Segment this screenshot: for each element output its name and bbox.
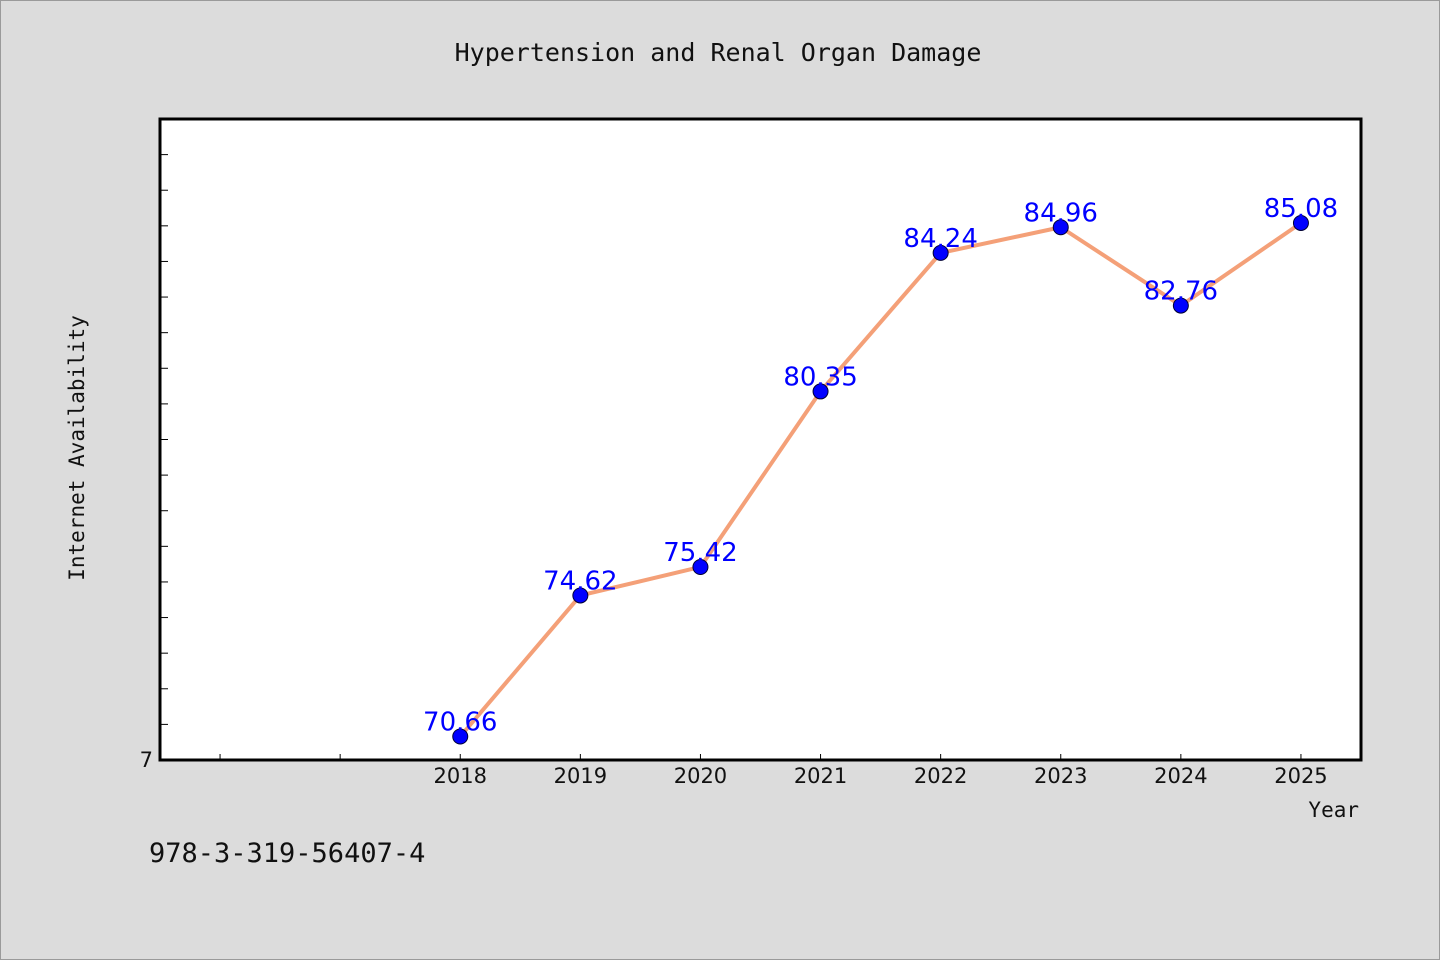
data-point [932, 244, 949, 261]
data-label: 82.76 [1144, 277, 1218, 307]
plot-area [158, 117, 1363, 762]
data-point [692, 558, 709, 575]
y-tick-label: 7 [140, 748, 153, 772]
data-label: 75.42 [663, 538, 737, 568]
data-label: 70.66 [423, 707, 497, 737]
x-axis-tick-labels: 2018 2019 2020 2021 2022 2023 2024 2025 [434, 764, 1328, 788]
y-axis-label: Internet Availability [65, 315, 89, 581]
data-markers [452, 214, 1309, 745]
data-label: 85.08 [1264, 194, 1338, 224]
x-tick-label: 2020 [674, 764, 727, 788]
chart-title: Hypertension and Renal Organ Damage [455, 38, 982, 67]
data-label: 80.35 [783, 362, 857, 392]
x-tick-label: 2021 [794, 764, 847, 788]
data-point [572, 587, 589, 604]
data-point [1292, 214, 1309, 231]
x-tick-label: 2018 [434, 764, 487, 788]
series-line [458, 220, 1303, 739]
x-tick-label: 2019 [554, 764, 607, 788]
x-axis-ticks [219, 754, 1302, 760]
series-lines [458, 220, 1303, 739]
footer-identifier: 978-3-319-56407-4 [149, 838, 425, 869]
data-labels: 70.66 74.62 75.42 80.35 84.24 84.96 82.76 85.08 [423, 194, 1338, 738]
x-tick-label: 2025 [1274, 764, 1327, 788]
data-point [1052, 219, 1069, 236]
data-label: 84.24 [903, 224, 977, 254]
data-point [812, 383, 829, 400]
x-tick-label: 2022 [914, 764, 967, 788]
data-point [1172, 297, 1189, 314]
x-tick-label: 2024 [1154, 764, 1207, 788]
data-point [452, 728, 469, 745]
data-label: 74.62 [543, 566, 617, 596]
x-axis-label: Year [1308, 798, 1359, 822]
x-tick-label: 2023 [1034, 764, 1087, 788]
data-label: 84.96 [1024, 198, 1098, 228]
y-axis-ticks [160, 154, 168, 725]
